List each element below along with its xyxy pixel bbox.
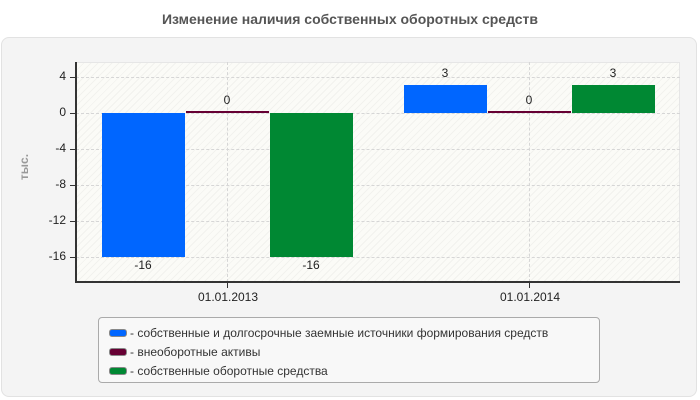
y-tick — [70, 113, 76, 114]
legend-item[interactable]: - собственные оборотные средства — [99, 361, 599, 380]
bar-noncurrent-assets-2013 — [186, 111, 269, 113]
y-axis-title: тыс. — [17, 153, 31, 181]
y-tick-label: 4 — [59, 69, 66, 83]
y-tick — [70, 257, 76, 258]
x-axis — [75, 281, 680, 283]
y-tick — [70, 185, 76, 186]
legend-swatch-maroon-icon — [109, 347, 127, 356]
legend-label: - внеоборотные активы — [130, 344, 261, 359]
legend-item[interactable]: - собственные и долгосрочные заемные ист… — [99, 323, 599, 342]
chart-title: Изменение наличия собственных оборотных … — [161, 11, 539, 27]
y-tick-label: -8 — [55, 177, 66, 191]
y-tick — [70, 149, 76, 150]
y-tick-label: -4 — [55, 141, 66, 155]
gridline — [76, 185, 680, 186]
x-tick-label: 01.01.2014 — [499, 290, 561, 304]
value-label: 0 — [525, 93, 533, 107]
gridline — [76, 113, 680, 114]
gridline — [76, 77, 680, 78]
legend-swatch-green-icon — [109, 366, 127, 375]
y-tick-label: 0 — [59, 105, 66, 119]
y-axis — [75, 62, 77, 283]
value-label: -16 — [134, 258, 152, 272]
legend-label: - собственные и долгосрочные заемные ист… — [130, 325, 549, 340]
y-tick — [70, 77, 76, 78]
gridline — [76, 257, 680, 258]
legend-item[interactable]: - внеоборотные активы — [99, 342, 599, 361]
y-tick-label: -12 — [48, 213, 66, 227]
y-tick-label: -16 — [48, 249, 66, 263]
legend: - собственные и долгосрочные заемные ист… — [98, 317, 600, 383]
bar-own-working-capital-2014 — [572, 85, 655, 113]
x-tick — [227, 282, 228, 288]
value-label: 3 — [441, 66, 449, 80]
gridline — [76, 149, 680, 150]
y-tick — [70, 221, 76, 222]
value-label: 3 — [609, 66, 617, 80]
gridline — [76, 221, 680, 222]
bar-noncurrent-assets-2014 — [488, 111, 571, 113]
bar-own-longterm-sources-2014 — [404, 85, 487, 113]
vertical-gridline — [227, 62, 228, 282]
value-label: 0 — [223, 93, 231, 107]
legend-label: - собственные оборотные средства — [130, 363, 328, 378]
x-tick-label: 01.01.2013 — [197, 290, 259, 304]
legend-swatch-blue-icon — [109, 328, 127, 337]
bar-own-working-capital-2013 — [270, 113, 353, 257]
vertical-gridline — [529, 62, 530, 282]
x-tick — [529, 282, 530, 288]
bar-own-longterm-sources-2013 — [102, 113, 185, 257]
value-label: -16 — [302, 258, 320, 272]
